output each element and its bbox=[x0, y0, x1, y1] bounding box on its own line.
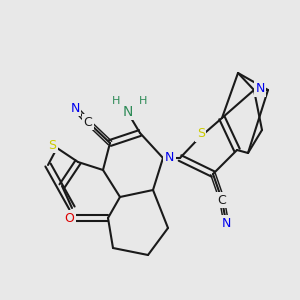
Text: N: N bbox=[221, 217, 231, 230]
Text: C: C bbox=[218, 194, 226, 206]
Text: C: C bbox=[84, 116, 92, 128]
Text: H: H bbox=[139, 96, 147, 106]
Text: S: S bbox=[197, 127, 205, 140]
Text: S: S bbox=[49, 139, 56, 152]
Text: H: H bbox=[112, 96, 120, 106]
Text: N: N bbox=[123, 104, 133, 118]
Text: N: N bbox=[255, 82, 265, 95]
Text: O: O bbox=[64, 212, 74, 224]
Text: N: N bbox=[165, 152, 174, 164]
Text: N: N bbox=[70, 101, 80, 115]
